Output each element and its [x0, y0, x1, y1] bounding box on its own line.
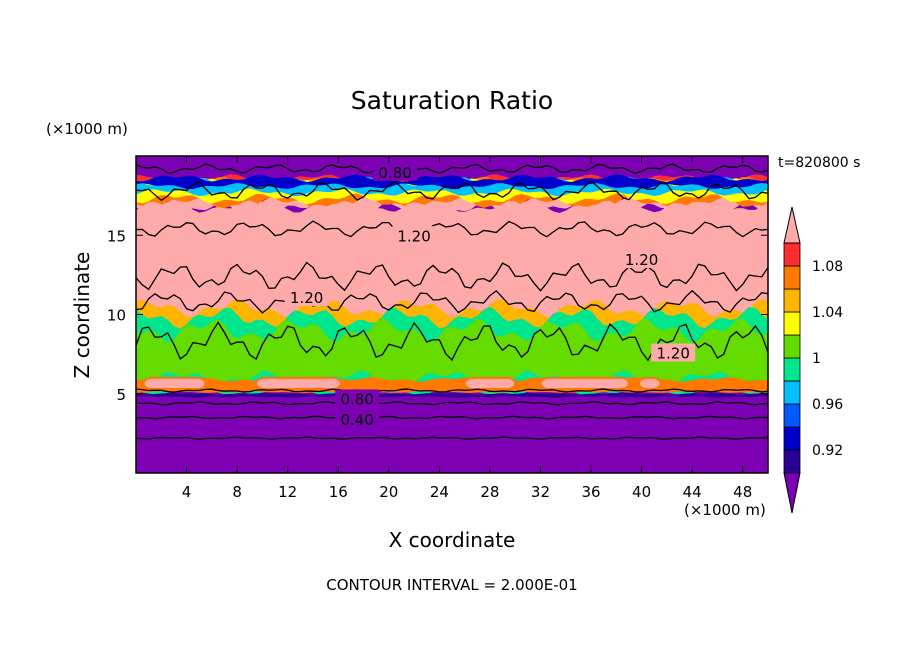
contour-label-bg — [373, 162, 418, 181]
contour-label: 0.80 — [378, 164, 411, 182]
x-tick-label: 40 — [632, 483, 651, 501]
contour-label: 1.20 — [625, 251, 658, 269]
y-tick-label: 15 — [107, 227, 126, 245]
contour-line — [136, 180, 768, 202]
band-cloud-green — [136, 317, 768, 386]
x-tick-label: 20 — [379, 483, 398, 501]
contour-label-bg — [284, 288, 329, 307]
pink-lens — [142, 376, 207, 390]
contour-label: 1.20 — [656, 345, 689, 363]
contour-line — [136, 436, 768, 440]
colorbar-box — [783, 380, 801, 405]
x-tick-label: 8 — [232, 483, 242, 501]
contour-label-bg — [335, 410, 380, 429]
x-tick-label: 32 — [531, 483, 550, 501]
x-axis-unit: (×1000 m) — [684, 501, 766, 519]
x-tick-label: 16 — [329, 483, 348, 501]
chart-title: Saturation Ratio — [350, 86, 554, 115]
x-axis-label: X coordinate — [0, 528, 904, 552]
contour-line — [136, 388, 768, 393]
contour-label-bg — [619, 250, 664, 269]
contour-line — [136, 289, 768, 314]
colorbar-box — [783, 449, 801, 474]
pink-lens — [638, 376, 662, 390]
colorbar-box — [783, 357, 801, 382]
x-tick-label: 4 — [182, 483, 192, 501]
colorbar-box — [783, 265, 801, 290]
colorbar-box — [783, 311, 801, 336]
band-dry-edge — [136, 392, 768, 398]
contour-line — [136, 321, 768, 362]
x-axis-label-text: X coordinate — [388, 528, 516, 552]
colorbar-extend-top — [783, 206, 801, 244]
contour-label-bg — [651, 343, 696, 362]
contour-label-bg — [392, 226, 437, 245]
colorbar-box — [783, 288, 801, 313]
band-blue — [136, 174, 768, 190]
colorbar-label: 1.04 — [812, 305, 843, 321]
contour-label: 1.20 — [290, 289, 323, 307]
field-layer: 0.80 1.20 1.20 1.20 1.20 0.80 0.40 — [136, 156, 768, 473]
x-tick-label: 12 — [278, 483, 297, 501]
y-tick-label: 10 — [107, 307, 126, 325]
x-tick-label: 44 — [683, 483, 702, 501]
colorbar-box — [783, 242, 801, 267]
colorbar-label: 0.96 — [812, 397, 843, 413]
colorbar-label: 0.92 — [812, 443, 843, 459]
pink-lens — [463, 376, 517, 390]
time-label: t=820800 s — [778, 155, 861, 171]
x-tick-label: 28 — [480, 483, 499, 501]
contour-line — [136, 261, 768, 292]
pink-lens — [539, 376, 630, 390]
pink-lens — [255, 376, 342, 390]
y-axis-unit: (×1000 m) — [46, 120, 128, 138]
contour-line — [136, 163, 768, 175]
x-tick-label: 36 — [581, 483, 600, 501]
contour-label: 1.20 — [397, 227, 430, 245]
contour-line — [136, 415, 768, 420]
x-tick-label: 24 — [430, 483, 449, 501]
colorbar-box — [783, 403, 801, 428]
contour-label: 0.40 — [340, 411, 373, 429]
colorbar-box — [783, 426, 801, 451]
contour-interval-note: CONTOUR INTERVAL = 2.000E-01 — [326, 576, 578, 594]
colorbar-label: 1.08 — [812, 259, 843, 275]
y-tick-label: 5 — [116, 386, 126, 404]
colorbar-box — [783, 334, 801, 359]
contour-line — [136, 401, 768, 406]
colorbar-extend-bottom — [783, 472, 801, 514]
contour-label-bg — [335, 389, 380, 408]
colorbar-label: 1 — [812, 351, 821, 367]
contour-line — [136, 220, 768, 238]
x-tick-label: 48 — [733, 483, 752, 501]
contour-label: 0.80 — [340, 391, 373, 409]
